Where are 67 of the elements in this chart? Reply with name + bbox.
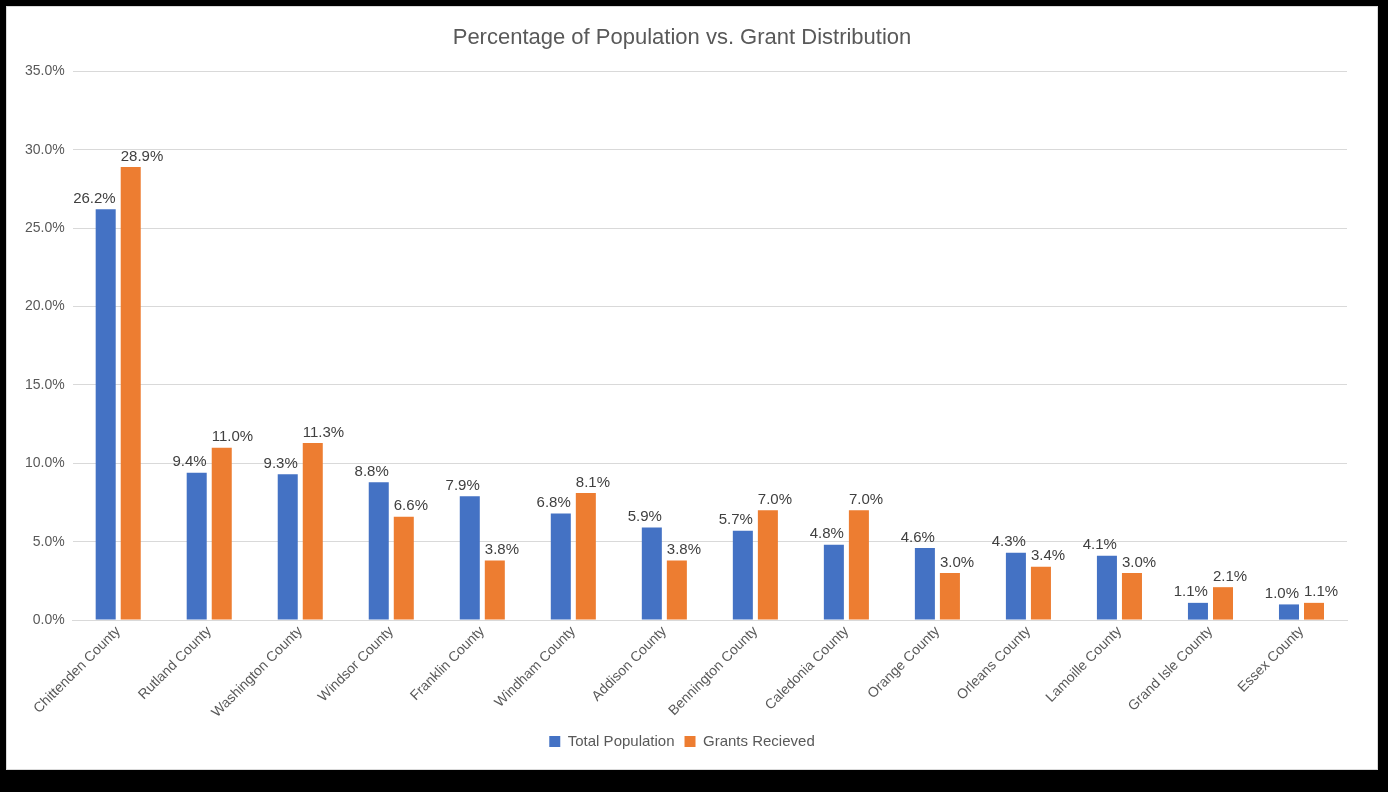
bar bbox=[393, 516, 414, 620]
data-label: 3.8% bbox=[484, 540, 519, 558]
bar bbox=[1212, 587, 1233, 620]
data-label: 7.0% bbox=[848, 490, 884, 507]
data-label: 3.0% bbox=[939, 552, 975, 570]
y-tick-label: 15.0% bbox=[24, 375, 65, 392]
data-label: 2.1% bbox=[1212, 566, 1248, 584]
bar bbox=[368, 482, 389, 620]
data-label: 26.2% bbox=[73, 189, 116, 206]
y-tick-label: 35.0% bbox=[24, 62, 65, 79]
data-label: 7.9% bbox=[445, 475, 480, 493]
data-label: 11.3% bbox=[302, 422, 345, 440]
data-label: 8.8% bbox=[354, 461, 389, 479]
bar bbox=[939, 573, 960, 620]
bar bbox=[211, 447, 232, 620]
bar bbox=[459, 496, 480, 620]
bar bbox=[1278, 604, 1299, 620]
data-label: 9.3% bbox=[263, 453, 298, 471]
y-tick-label: 25.0% bbox=[24, 219, 65, 236]
chart-title: Percentage of Population vs. Grant Distribution bbox=[452, 24, 912, 50]
bar bbox=[1187, 602, 1208, 620]
bar bbox=[95, 209, 116, 620]
data-label: 1.0% bbox=[1264, 584, 1299, 602]
data-label: 8.1% bbox=[575, 472, 611, 490]
bar bbox=[1121, 573, 1142, 620]
y-tick-label: 5.0% bbox=[32, 532, 65, 549]
data-label: 3.0% bbox=[1121, 552, 1157, 570]
bar bbox=[575, 493, 596, 620]
bar bbox=[732, 530, 753, 620]
data-label: 9.4% bbox=[172, 452, 207, 470]
bar bbox=[302, 442, 323, 620]
data-label: 28.9% bbox=[120, 146, 164, 164]
data-label: 6.8% bbox=[536, 493, 571, 511]
data-label: 3.8% bbox=[666, 540, 702, 558]
bar bbox=[757, 510, 778, 620]
bar bbox=[666, 560, 687, 620]
legend-label: Total Population bbox=[567, 731, 675, 749]
bar bbox=[1303, 602, 1325, 620]
y-tick-label: 0.0% bbox=[32, 610, 65, 627]
bar bbox=[848, 510, 869, 620]
bar bbox=[1005, 552, 1026, 620]
bar bbox=[1030, 566, 1051, 620]
bar bbox=[641, 527, 662, 620]
bar bbox=[120, 167, 141, 620]
bar bbox=[186, 472, 207, 620]
data-label: 5.7% bbox=[718, 510, 753, 528]
bar bbox=[277, 474, 298, 620]
data-label: 4.1% bbox=[1082, 535, 1117, 553]
legend-label: Grants Recieved bbox=[703, 731, 815, 749]
bar bbox=[823, 544, 844, 620]
data-label: 11.0% bbox=[211, 427, 254, 445]
bar bbox=[914, 547, 935, 620]
data-label: 7.0% bbox=[757, 490, 793, 507]
data-label: 6.6% bbox=[393, 496, 428, 514]
y-tick-label: 20.0% bbox=[24, 297, 65, 314]
data-label: 5.9% bbox=[627, 507, 662, 525]
data-label: 1.1% bbox=[1303, 582, 1339, 600]
data-label: 4.3% bbox=[991, 532, 1026, 550]
y-tick-label: 10.0% bbox=[24, 454, 65, 471]
bar bbox=[1096, 555, 1117, 620]
data-label: 1.1% bbox=[1173, 582, 1208, 600]
bar bbox=[484, 560, 505, 620]
data-label: 3.4% bbox=[1030, 546, 1066, 564]
data-label: 4.6% bbox=[900, 527, 935, 545]
data-label: 4.8% bbox=[809, 524, 844, 542]
y-tick-label: 30.0% bbox=[24, 140, 65, 157]
bar bbox=[550, 513, 571, 620]
